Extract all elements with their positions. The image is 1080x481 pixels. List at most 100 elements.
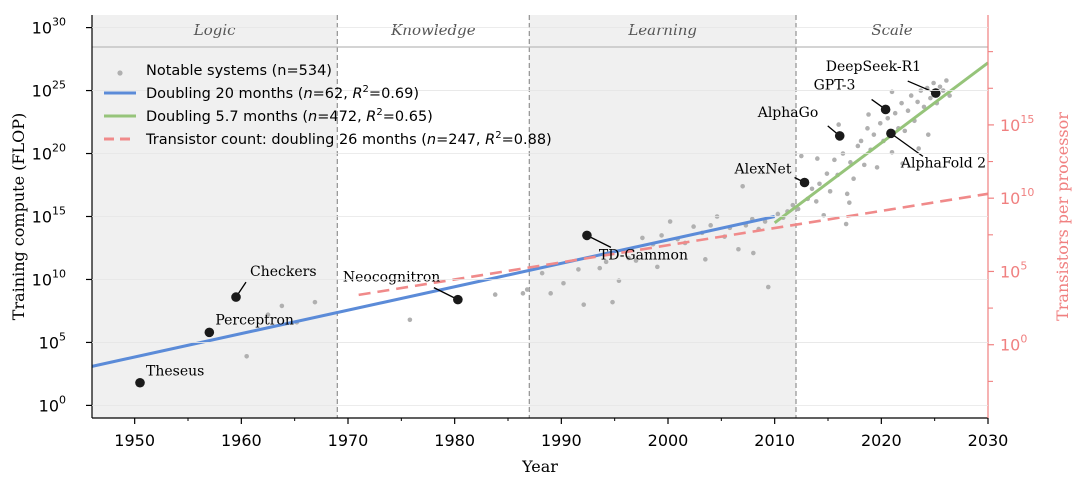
y-axis-title: Training compute (FLOP) xyxy=(9,113,28,320)
legend-entry-text: Doubling 20 months (n=62, R2=0.69) xyxy=(146,84,419,102)
y2-tick-label: 1015 xyxy=(1000,113,1034,135)
system-point xyxy=(736,246,741,252)
trend-line-doubling-20-months xyxy=(91,215,775,368)
era-label-learning: Learning xyxy=(627,21,697,39)
system-point xyxy=(790,202,796,208)
x-axis-title: Year xyxy=(521,457,558,476)
notable-point-theseus xyxy=(135,377,145,388)
system-point xyxy=(915,99,920,105)
y-tick-label: 105 xyxy=(39,330,66,352)
system-point xyxy=(832,157,837,163)
era-label-scale: Scale xyxy=(871,21,912,39)
system-point xyxy=(827,189,833,194)
system-point xyxy=(928,95,933,101)
system-point xyxy=(885,115,891,121)
legend-entry-text: Transistor count: doubling 26 months (n=… xyxy=(145,130,552,148)
system-point xyxy=(775,211,781,217)
system-point xyxy=(925,132,931,137)
system-point xyxy=(858,138,864,144)
system-point xyxy=(900,161,905,166)
system-point xyxy=(866,112,871,117)
system-point xyxy=(824,171,830,176)
trend-line-transistor-count-doubling-26-months xyxy=(358,192,989,297)
system-point xyxy=(813,199,819,204)
notable-label-perceptron: Perceptron xyxy=(215,312,294,328)
axes: 1950 1960 1970 1980 1990 2000 2010 2020 2030 100 1… xyxy=(32,15,1034,450)
notable-point-alphafold-2 xyxy=(886,128,896,139)
leader-deepseek-r1 xyxy=(907,80,936,94)
system-point xyxy=(931,80,936,86)
y-tick-label: 1015 xyxy=(32,205,66,227)
legend-entry-text: Doubling 5.7 months (n=472, R2=0.65) xyxy=(146,107,433,125)
y-tick-label: 1020 xyxy=(32,142,66,164)
legend-swatch-dot xyxy=(117,70,123,76)
notable-label-gpt-3: GPT-3 xyxy=(814,77,856,93)
system-point xyxy=(548,291,553,296)
system-point xyxy=(633,258,639,263)
system-point xyxy=(524,287,530,292)
legend: Notable systems (n=534) Doubling 20 month… xyxy=(104,63,552,148)
system-point xyxy=(708,223,713,228)
notable-point-perceptron xyxy=(204,327,215,338)
trend-line-doubling-5-7-months xyxy=(773,61,989,224)
system-point xyxy=(740,183,745,189)
system-point xyxy=(751,250,756,256)
system-point xyxy=(809,186,815,192)
x-tick-label: 1970 xyxy=(328,431,369,450)
system-point xyxy=(597,265,603,271)
system-point xyxy=(799,153,804,159)
notable-label-alphago: AlphaGo xyxy=(757,105,819,121)
y2-tick-label: 100 xyxy=(1000,333,1027,355)
system-point xyxy=(492,292,498,297)
era-label-logic: Logic xyxy=(193,21,236,39)
x-tick-label: 1980 xyxy=(434,431,475,450)
notable-label-checkers: Checkers xyxy=(250,264,317,280)
system-point xyxy=(610,299,615,305)
notable-label-neocognitron: Neocognitron xyxy=(343,270,440,286)
system-point xyxy=(520,291,526,296)
system-point xyxy=(899,100,904,106)
y2-tick-label: 1010 xyxy=(1000,186,1034,208)
system-point xyxy=(844,191,850,197)
system-point xyxy=(902,128,908,134)
system-point xyxy=(847,200,852,205)
system-point xyxy=(581,302,587,307)
x-tick-label: 1960 xyxy=(221,431,262,450)
era-header: Logic Knowledge Learning Scale xyxy=(92,21,988,48)
system-point xyxy=(703,257,708,262)
system-point xyxy=(836,122,841,127)
notable-label-alphafold-2: AlphaFold 2 xyxy=(900,155,986,171)
system-point xyxy=(865,126,870,131)
system-point xyxy=(244,353,249,359)
system-point xyxy=(626,255,631,261)
system-point xyxy=(817,181,822,187)
system-point xyxy=(944,78,949,83)
system-point xyxy=(921,104,927,110)
notable-label-theseus: Theseus xyxy=(146,364,204,380)
system-point xyxy=(843,221,849,227)
trend-lines xyxy=(91,61,989,368)
system-point xyxy=(640,235,645,241)
x-tick-label: 2010 xyxy=(754,431,795,450)
system-point xyxy=(312,299,318,305)
system-point xyxy=(855,143,861,149)
notable-point-deepseek-r1 xyxy=(930,88,941,98)
system-point xyxy=(667,219,673,224)
system-point xyxy=(765,284,771,290)
notable-point-checkers xyxy=(231,292,241,302)
leader-alphafold-2 xyxy=(890,132,924,157)
system-point xyxy=(659,233,664,238)
era-label-knowledge: Knowledge xyxy=(390,21,476,39)
system-point xyxy=(603,259,609,265)
system-point xyxy=(539,270,545,276)
system-point xyxy=(576,267,581,272)
notable-label-td-gammon: TD-Gammon xyxy=(599,247,688,263)
y-tick-label: 100 xyxy=(39,393,66,415)
notable-point-neocognitron xyxy=(453,294,463,305)
system-point xyxy=(851,176,856,182)
system-point xyxy=(861,162,867,168)
system-point xyxy=(892,110,898,116)
x-tick-label: 2030 xyxy=(968,431,1009,450)
system-point xyxy=(871,132,877,137)
